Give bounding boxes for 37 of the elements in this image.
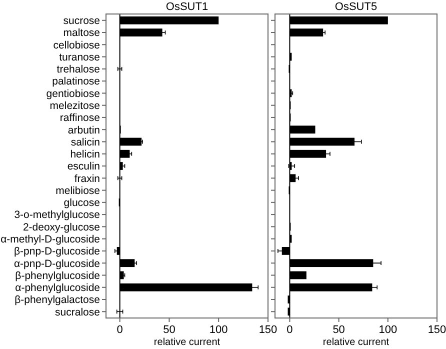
- y-tick-label: 2-deoxy-glucose: [22, 221, 100, 234]
- y-tick-label: α-methyl-D-glucoside: [0, 233, 100, 246]
- y-tick-label: melezitose: [50, 100, 100, 112]
- chart-title: OsSUT1: [166, 1, 208, 13]
- y-tick-label: helicin: [70, 148, 100, 161]
- x-tick-label: 50: [332, 324, 345, 336]
- y-tick-label: α-pnp-D-glucoside: [14, 258, 100, 270]
- x-axis-title: relative current: [322, 337, 390, 348]
- y-tick-label: sucrose: [63, 15, 100, 28]
- x-tick-label: 0: [286, 324, 293, 336]
- y-tick-label: β-pnp-D-glucoside: [14, 246, 100, 258]
- y-tick-label: 3-o-methylglucose: [14, 209, 100, 222]
- y-tick-label: gentiobiose: [46, 88, 100, 100]
- y-tick-label: trehalose: [56, 64, 100, 76]
- y-tick-label: palatinose: [52, 76, 100, 88]
- y-tick-label: turanose: [59, 51, 100, 64]
- y-tick-label: maltose: [63, 27, 100, 40]
- y-tick-label: fraxin: [74, 172, 100, 185]
- y-tick-label: β-phenylglucoside: [15, 270, 100, 282]
- x-tick-label: 100: [209, 324, 228, 336]
- x-tick-label: 100: [378, 324, 398, 336]
- y-tick-label: α-phenylglucoside: [15, 282, 100, 294]
- y-tick-label: glucose: [64, 197, 100, 210]
- y-tick-label: sucralose: [55, 306, 100, 318]
- y-tick-label: raffinose: [60, 112, 100, 124]
- x-tick-label: 0: [116, 324, 123, 336]
- y-tick-label: esculin: [67, 160, 100, 173]
- y-tick-label: salicin: [70, 136, 100, 148]
- chart-title: OsSUT5: [334, 1, 378, 13]
- x-tick-label: 50: [163, 324, 176, 336]
- x-axis-title: relative current: [154, 337, 220, 348]
- x-tick-label: 150: [428, 324, 446, 336]
- y-tick-label: cellobiose: [53, 39, 100, 52]
- y-tick-label: β-phenylgalactose: [14, 294, 100, 306]
- x-tick-label: 150: [258, 324, 278, 336]
- y-tick-label: melibiose: [56, 184, 100, 197]
- y-tick-label: arbutin: [68, 124, 100, 136]
